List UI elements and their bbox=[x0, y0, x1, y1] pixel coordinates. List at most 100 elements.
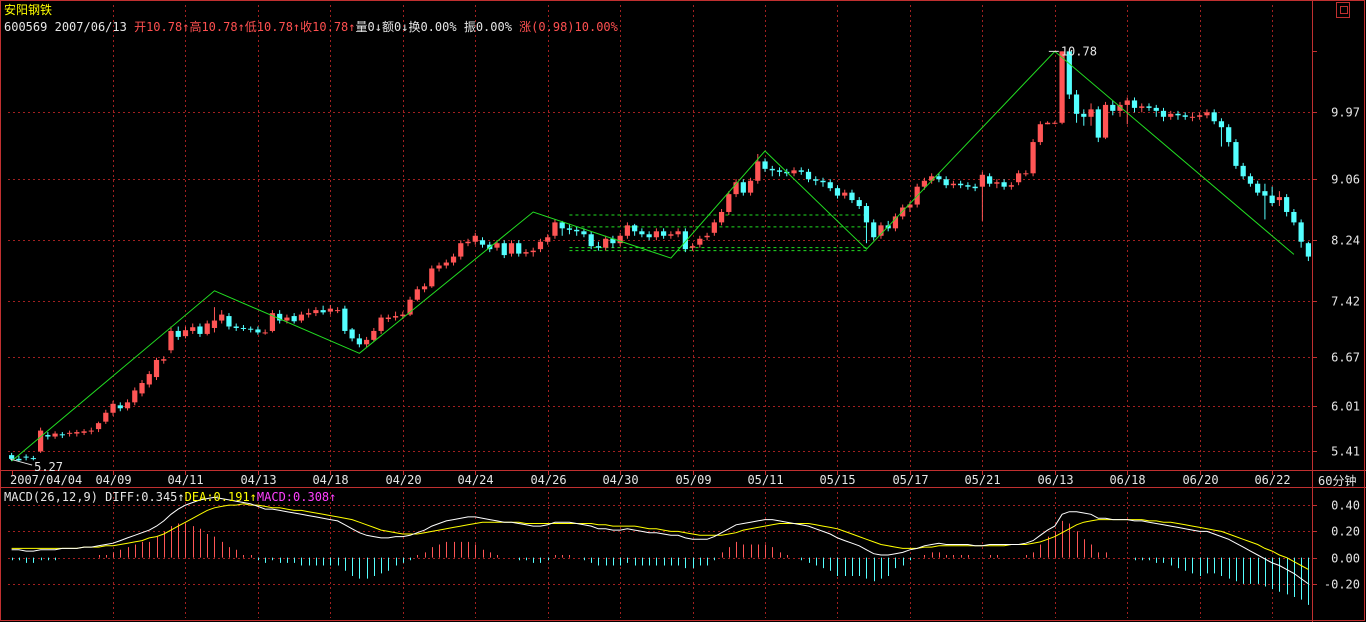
candle-body bbox=[313, 310, 319, 314]
x-tick-label: 06/13 bbox=[1037, 473, 1073, 487]
candle-body bbox=[813, 179, 819, 181]
candle-body bbox=[1291, 211, 1297, 223]
candle-body bbox=[987, 176, 993, 184]
candle-body bbox=[1081, 113, 1087, 117]
candle-body bbox=[1182, 115, 1188, 117]
candle-body bbox=[523, 252, 529, 254]
candle-body bbox=[472, 235, 478, 242]
candle-body bbox=[1255, 183, 1261, 193]
candle-body bbox=[291, 316, 297, 322]
candle-body bbox=[450, 256, 457, 263]
candle-body bbox=[545, 237, 551, 242]
candle-body bbox=[392, 316, 399, 318]
candle-body bbox=[798, 170, 804, 172]
candle-body bbox=[632, 225, 638, 232]
candle-body bbox=[363, 339, 370, 345]
candle-body bbox=[878, 225, 884, 236]
candle-body bbox=[508, 243, 515, 254]
candle-body bbox=[827, 182, 833, 189]
candle-body bbox=[617, 235, 623, 244]
x-tick-label: 05/17 bbox=[892, 473, 928, 487]
candle-body bbox=[1059, 51, 1065, 123]
x-tick-label: 05/09 bbox=[675, 473, 711, 487]
candle-body bbox=[856, 200, 862, 207]
candle-body bbox=[45, 435, 51, 437]
candle-body bbox=[349, 329, 355, 339]
macd-tick-label: 0.00 bbox=[1331, 552, 1360, 566]
candle-body bbox=[566, 228, 573, 230]
candle-body bbox=[1233, 142, 1239, 166]
candle-body bbox=[1197, 115, 1203, 117]
candle-body bbox=[697, 238, 703, 245]
candle-body bbox=[421, 286, 428, 290]
x-tick-label: 06/22 bbox=[1254, 473, 1290, 487]
candle-body bbox=[262, 332, 268, 334]
candle-body bbox=[501, 243, 507, 256]
up-arrow-icon: ↑ bbox=[292, 20, 301, 34]
candle-body bbox=[1175, 113, 1181, 116]
candle-body bbox=[226, 316, 232, 327]
candle-body bbox=[233, 326, 239, 328]
candle-body bbox=[1015, 173, 1022, 183]
candle-body bbox=[755, 161, 761, 181]
candle-body bbox=[588, 234, 594, 247]
candle-body bbox=[979, 174, 985, 187]
candle-body bbox=[689, 246, 696, 248]
price-tick-label: 5.41 bbox=[1331, 445, 1360, 459]
candle-body bbox=[769, 168, 775, 171]
price-tick-label: 6.67 bbox=[1331, 351, 1360, 365]
candle-body bbox=[740, 182, 746, 193]
stock-code: 600569 bbox=[4, 20, 48, 34]
candle-body bbox=[1088, 109, 1094, 117]
candle-body bbox=[356, 338, 362, 345]
candle-body bbox=[9, 455, 15, 459]
price-tick-label: 9.06 bbox=[1331, 173, 1360, 187]
candle-body bbox=[175, 330, 181, 337]
maximize-panel-icon[interactable] bbox=[1336, 2, 1350, 18]
amplitude-value: 振0.00% bbox=[463, 20, 512, 34]
candle-body bbox=[1102, 104, 1109, 138]
candle-body bbox=[385, 317, 391, 320]
candle-body bbox=[682, 231, 688, 250]
candle-body bbox=[95, 423, 102, 430]
high-annotation: 10.78 bbox=[1061, 44, 1097, 58]
candle-body bbox=[820, 180, 826, 183]
candle-body bbox=[516, 243, 522, 254]
candle-body bbox=[1110, 104, 1116, 111]
candle-body bbox=[900, 207, 906, 217]
candle-body bbox=[1095, 109, 1101, 138]
candle-body bbox=[414, 289, 420, 300]
candle-body bbox=[103, 412, 109, 422]
candle-body bbox=[255, 329, 261, 333]
candle-body bbox=[16, 458, 22, 461]
candle-body bbox=[559, 222, 565, 229]
candle-body bbox=[117, 405, 123, 409]
candle-body bbox=[66, 432, 73, 434]
candle-body bbox=[110, 403, 116, 413]
x-tick-label: 04/26 bbox=[530, 473, 566, 487]
x-tick-label: 04/13 bbox=[240, 473, 276, 487]
candle-body bbox=[1066, 51, 1072, 95]
candle-body bbox=[1168, 113, 1174, 117]
low-value: 低10.78 bbox=[244, 20, 293, 34]
period-label[interactable]: 60分钟 bbox=[1318, 474, 1357, 488]
macd-indicator-name[interactable]: MACD(26,12,9) bbox=[4, 490, 98, 504]
candle-body bbox=[146, 374, 152, 385]
candle-body bbox=[284, 317, 290, 321]
candle-body bbox=[1276, 197, 1283, 201]
candle-body bbox=[161, 359, 167, 361]
candle-body bbox=[88, 430, 94, 432]
candle-body bbox=[1189, 116, 1196, 118]
open-value: 开10.78 bbox=[134, 20, 183, 34]
candle-body bbox=[929, 176, 935, 181]
candle-body bbox=[958, 183, 964, 186]
low-annotation: 5.27 bbox=[34, 460, 63, 474]
diff-value: DIFF:0.345 bbox=[105, 490, 178, 504]
candle-body bbox=[240, 327, 247, 329]
x-tick-label: 06/18 bbox=[1109, 473, 1145, 487]
candle-body bbox=[1124, 100, 1130, 105]
candle-body bbox=[610, 238, 616, 244]
